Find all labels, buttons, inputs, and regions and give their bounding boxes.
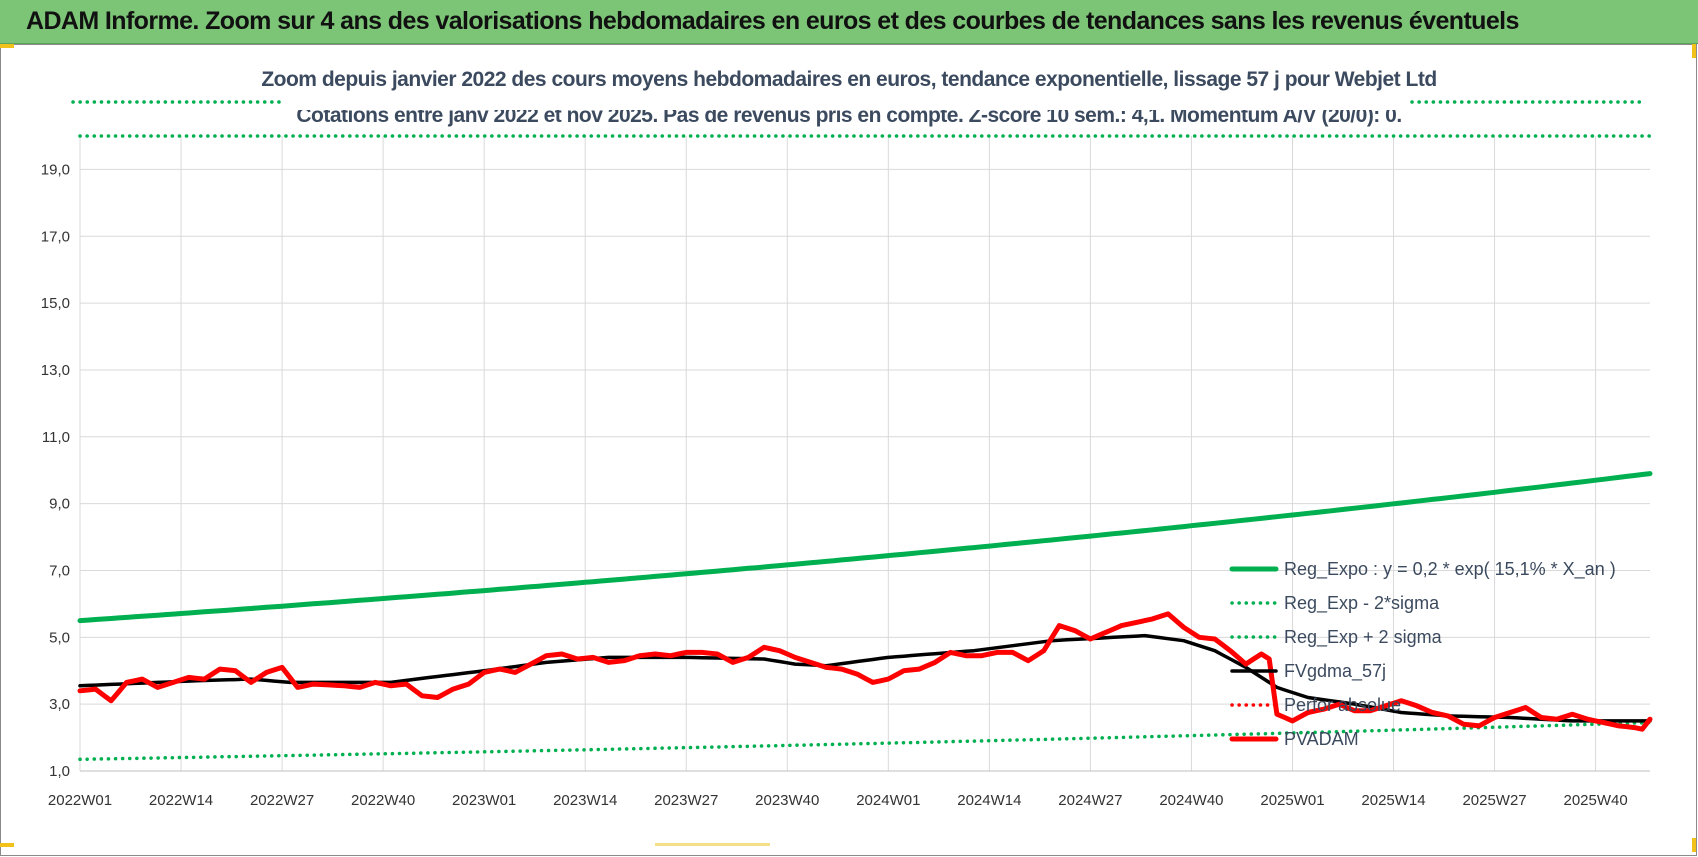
chart-title: Zoom depuis janvier 2022 des cours moyen…: [261, 68, 1437, 91]
x-tick-label: 2024W14: [957, 792, 1021, 809]
x-tick-label: 2024W40: [1159, 792, 1223, 809]
x-tick-label: 2025W27: [1462, 792, 1526, 809]
x-tick-label: 2025W14: [1361, 792, 1425, 809]
x-tick-label: 2022W27: [250, 792, 314, 809]
y-tick-label: 3,0: [49, 696, 70, 713]
frame-corner-mark: [655, 843, 770, 846]
chart-legend: Reg_Expo : y = 0,2 * exp( 15,1% * X_an )…: [1229, 559, 1616, 749]
x-tick-label: 2022W01: [48, 792, 112, 809]
title-mask: [282, 94, 1412, 110]
x-tick-label: 2024W27: [1058, 792, 1122, 809]
x-axis: 2022W01 2022W14 2022W27 2022W40 2023W01 2023W…: [48, 770, 1650, 809]
frame-corner-mark: [1692, 838, 1696, 852]
frame-corner-mark: [1692, 44, 1696, 58]
x-tick-label: 2023W40: [755, 792, 819, 809]
header-banner: ADAM Informe. Zoom sur 4 ans des valoris…: [0, 0, 1698, 44]
x-tick-label: 2023W27: [654, 792, 718, 809]
y-tick-label: 9,0: [49, 496, 70, 513]
y-tick-label: 7,0: [49, 562, 70, 579]
x-tick-label: 2024W01: [856, 792, 920, 809]
y-tick-label: 1,0: [49, 763, 70, 780]
frame-corner-mark: [0, 44, 14, 48]
pvadam-line: [77, 611, 1653, 732]
legend-label: Reg_Exp - 2*sigma: [1284, 593, 1440, 614]
y-tick-label: 17,0: [41, 228, 70, 245]
legend-label: Reg_Exp + 2 sigma: [1284, 627, 1443, 648]
legend-label: Perfor absolue: [1284, 695, 1401, 715]
x-tick-label: 2022W40: [351, 792, 415, 809]
y-tick-label: 15,0: [41, 295, 70, 312]
x-tick-label: 2022W14: [149, 792, 213, 809]
frame-corner-mark: [0, 843, 14, 847]
y-tick-label: 11,0: [42, 429, 70, 446]
y-tick-label: 13,0: [41, 362, 70, 379]
x-tick-label: 2025W01: [1260, 792, 1324, 809]
chart-frame: [0, 44, 1697, 856]
legend-label: FVgdma_57j: [1284, 661, 1386, 682]
fvgdma-line: [78, 633, 1652, 723]
y-axis: 1,0 3,0 5,0 7,0 9,0 11,0 13,0 15,0 17,0 19,0: [41, 161, 70, 780]
x-tick-label: 2023W01: [452, 792, 516, 809]
x-tick-label: 2025W40: [1563, 792, 1627, 809]
plot-area: [71, 94, 1653, 762]
legend-label: PVADAM: [1284, 729, 1359, 749]
x-tick-label: 2023W14: [553, 792, 617, 809]
reg-exp-minus-2sigma-line: [78, 720, 1652, 762]
legend-label: Reg_Expo : y = 0,2 * exp( 15,1% * X_an ): [1284, 559, 1616, 580]
reg-expo-line: [77, 471, 1653, 624]
y-tick-label: 5,0: [49, 629, 70, 646]
y-tick-label: 19,0: [41, 161, 70, 178]
report-title: ADAM Informe. Zoom sur 4 ans des valoris…: [26, 7, 1519, 35]
